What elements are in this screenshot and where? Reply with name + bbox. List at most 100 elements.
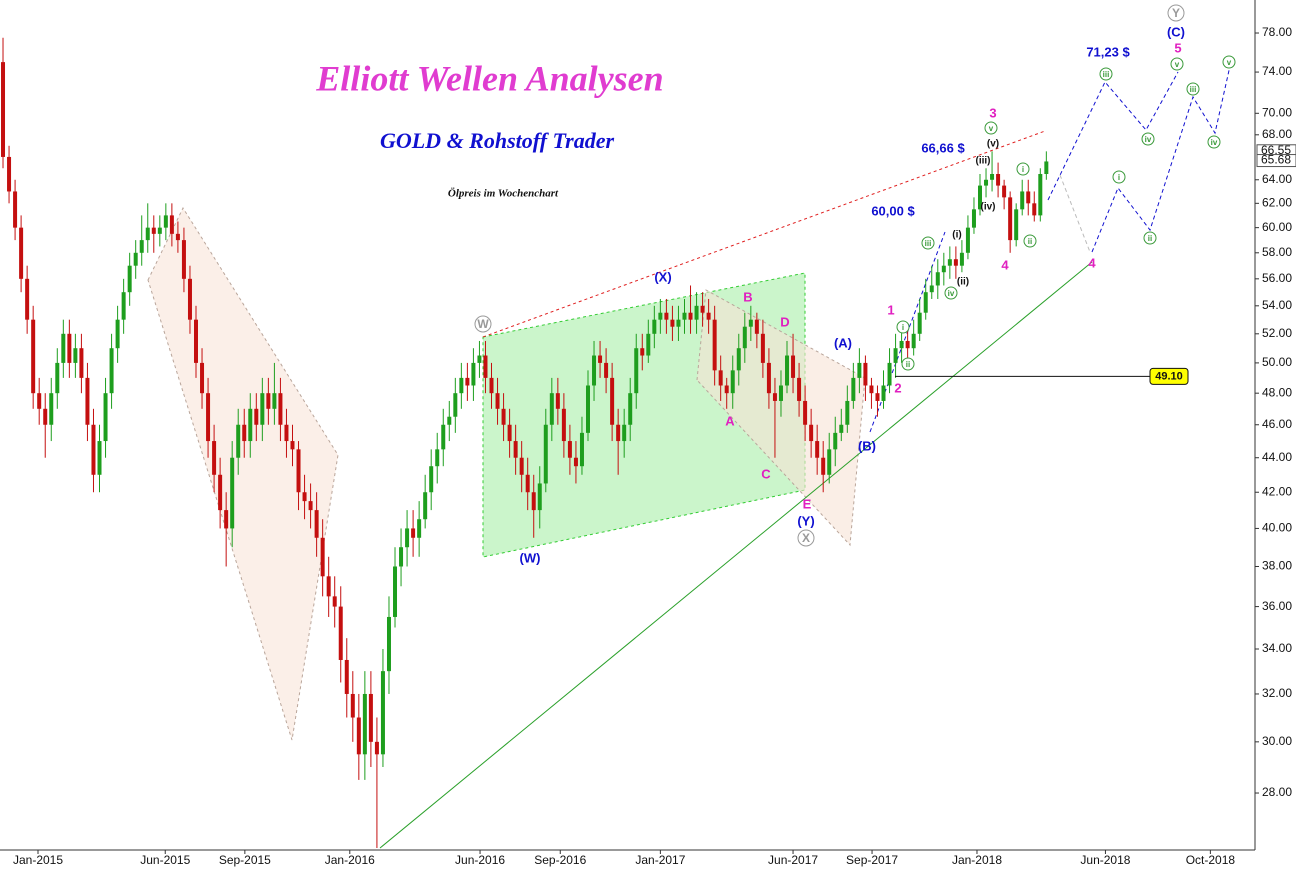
candle-body — [501, 408, 506, 425]
candle-body — [151, 227, 156, 234]
candle-body — [803, 400, 808, 425]
level-box — [1149, 367, 1189, 385]
candle-body — [658, 312, 663, 320]
candle-body — [887, 362, 892, 386]
x-tick-label: Sep-2015 — [219, 853, 271, 867]
candle-body — [67, 333, 72, 363]
candle-body — [706, 312, 711, 320]
candle-body — [242, 424, 247, 442]
candle-body — [91, 424, 96, 475]
y-tick-label: 48.00 — [1262, 385, 1292, 399]
candle-body — [712, 319, 717, 371]
candle-body — [857, 362, 862, 378]
candle-body — [7, 156, 12, 192]
candle-body — [555, 393, 560, 409]
projection-line — [1091, 65, 1231, 253]
candle-body — [302, 492, 307, 502]
x-tick-label: Oct-2018 — [1186, 853, 1236, 867]
candle-body — [628, 393, 633, 425]
candle-body — [953, 259, 958, 266]
annotation: 3 — [989, 105, 996, 120]
candle-body — [622, 424, 627, 442]
candle-body — [791, 355, 796, 378]
candle-body — [748, 319, 753, 327]
chart-caption: Ölpreis im Wochenchart — [448, 187, 559, 200]
y-tick-label: 30.00 — [1262, 734, 1292, 748]
candle-body — [103, 393, 108, 442]
candle-body — [990, 173, 995, 180]
candle-body — [181, 240, 186, 279]
annotation-circle — [797, 529, 815, 547]
annotation: Y — [1172, 6, 1180, 20]
candle-body — [984, 179, 989, 186]
candle-body — [260, 393, 265, 425]
candle-body — [525, 474, 530, 493]
candle-body — [670, 319, 675, 327]
candle-body — [13, 191, 18, 228]
annotation: X — [802, 531, 810, 545]
candle-body — [742, 326, 747, 349]
candle-body — [338, 606, 343, 660]
candle-body — [863, 362, 868, 386]
annotation-circle — [1023, 234, 1037, 248]
y-tick-label: 44.00 — [1262, 450, 1292, 464]
candle-body — [543, 424, 548, 484]
candle-body — [405, 528, 410, 548]
x-tick-label: Jun-2018 — [1080, 853, 1130, 867]
candle-body — [272, 393, 277, 409]
candle-body — [996, 173, 1001, 186]
candle-body — [688, 312, 693, 320]
candle-body — [604, 362, 609, 378]
candle-body — [567, 441, 572, 458]
candle-body — [477, 355, 482, 363]
y-tick-label: 54.00 — [1262, 298, 1292, 312]
candle-body — [356, 717, 361, 755]
candle-body — [965, 227, 970, 253]
candle-body — [1, 62, 6, 157]
candle-body — [483, 355, 488, 378]
candle-body — [875, 393, 880, 401]
candle-body — [230, 457, 235, 529]
y-tick-label: 34.00 — [1262, 641, 1292, 655]
candle-body — [1038, 173, 1043, 216]
y-tick-label: 60.00 — [1262, 220, 1292, 234]
y-tick-label: 74.00 — [1262, 64, 1292, 78]
y-tick-label: 50.00 — [1262, 355, 1292, 369]
candle-body — [899, 340, 904, 349]
candle-body — [465, 377, 470, 386]
annotation: (Y) — [797, 513, 814, 528]
candle-body — [772, 393, 777, 401]
candle-body — [754, 319, 759, 334]
candle-body — [785, 355, 790, 386]
x-tick-label: Jan-2018 — [952, 853, 1002, 867]
candle-body — [778, 385, 783, 401]
candle-body — [193, 319, 198, 363]
candle-body — [676, 319, 681, 327]
annotation: 4 — [1088, 255, 1096, 270]
y-tick-label: 70.00 — [1262, 105, 1292, 119]
x-tick-label: Jun-2016 — [455, 853, 505, 867]
candle-body — [145, 227, 150, 241]
annotation-circle — [921, 236, 935, 250]
candle-body — [61, 333, 66, 363]
x-tick-label: Jan-2017 — [635, 853, 685, 867]
candle-body — [284, 424, 289, 442]
annotation: (W) — [520, 550, 541, 565]
candle-body — [616, 424, 621, 442]
y-tick-label: 64.00 — [1262, 172, 1292, 186]
annotation-circle — [1099, 67, 1113, 81]
candle-body — [1032, 203, 1037, 216]
candle-body — [766, 362, 771, 394]
candle-body — [513, 441, 518, 458]
candle-body — [411, 528, 416, 538]
x-tick-label: Sep-2017 — [846, 853, 898, 867]
candle-body — [893, 348, 898, 363]
candle-body — [187, 278, 192, 320]
annotation: D — [780, 314, 789, 329]
candle-body — [218, 474, 223, 511]
candle-body — [212, 441, 217, 475]
plot — [1, 37, 1049, 849]
annotation: A — [725, 413, 735, 428]
candle-body — [592, 355, 597, 386]
